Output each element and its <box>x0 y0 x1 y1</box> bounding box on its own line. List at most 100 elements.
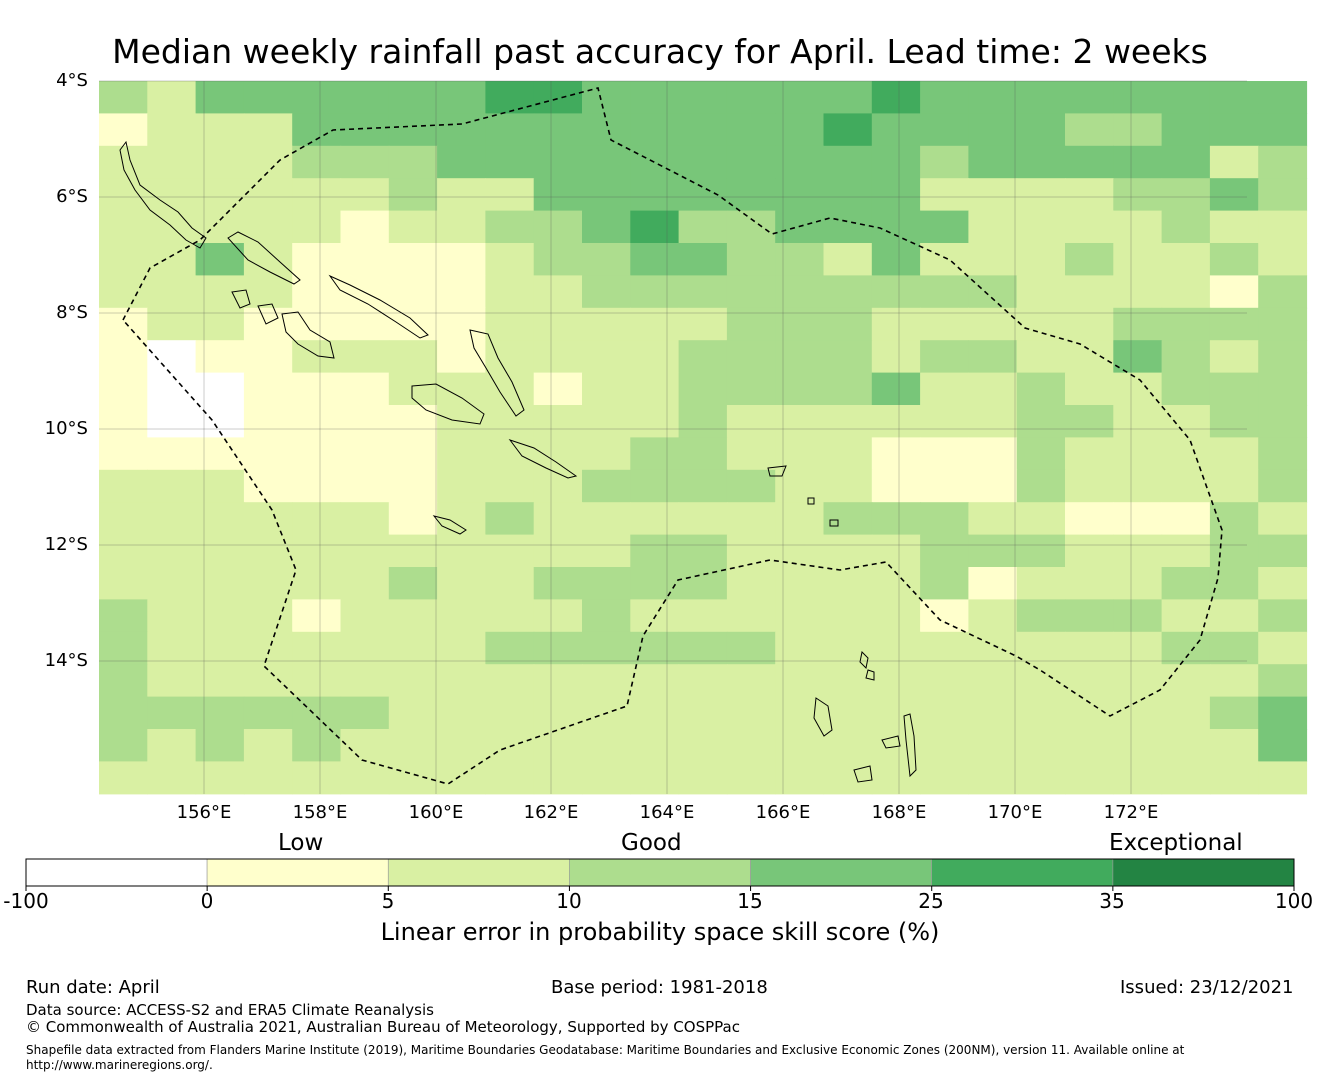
colorbar-tick: 10 <box>556 889 582 913</box>
skill-cell <box>823 340 873 374</box>
skill-cell <box>147 567 197 600</box>
lat-label-10s: 10°S <box>44 418 88 439</box>
skill-cell <box>1113 275 1163 309</box>
skill-cell <box>388 372 438 406</box>
new-georgia-group <box>231 289 335 359</box>
skill-cell <box>243 243 293 276</box>
skill-cell <box>340 113 390 147</box>
skill-cell <box>1113 599 1163 633</box>
skill-cell <box>99 145 148 179</box>
skill-cell <box>485 502 535 536</box>
skill-cell <box>195 113 245 147</box>
skill-cell <box>1209 534 1259 568</box>
skill-cell <box>920 307 969 341</box>
skill-cell <box>388 599 438 633</box>
skill-cell <box>920 340 969 374</box>
skill-cell <box>147 437 197 471</box>
skill-cell <box>292 534 342 568</box>
skill-cell <box>195 502 245 536</box>
skill-cell <box>485 664 535 698</box>
skill-cell <box>99 275 148 309</box>
skill-cell <box>1016 340 1066 374</box>
skill-cell <box>195 437 245 471</box>
skill-cell <box>243 664 293 698</box>
skill-cell <box>968 405 1018 438</box>
skill-cell <box>726 81 776 114</box>
skill-cell <box>1209 372 1259 406</box>
lon-label-162e: 162°E <box>523 802 579 823</box>
skill-cell <box>99 372 148 406</box>
skill-cell <box>340 664 390 698</box>
lon-label-158e: 158°E <box>292 802 348 823</box>
skill-cell <box>968 81 1018 114</box>
skill-cell <box>388 145 438 179</box>
skill-cell <box>823 178 873 212</box>
skill-cell <box>147 534 197 568</box>
skill-cell <box>1161 567 1211 600</box>
skill-cell <box>292 437 342 471</box>
skill-cell <box>533 469 583 503</box>
skill-cell <box>1161 502 1211 536</box>
skill-cell <box>340 145 390 179</box>
skill-cell <box>823 113 873 147</box>
skill-cell <box>1209 81 1259 114</box>
skill-cell <box>1016 210 1066 244</box>
skill-cell <box>775 631 825 665</box>
skill-cell <box>582 113 631 147</box>
skill-cell <box>485 113 535 147</box>
skill-cell <box>340 307 390 341</box>
skill-cell <box>920 243 969 276</box>
skill-cell <box>968 275 1018 309</box>
skill-cell <box>1209 631 1259 665</box>
skill-cell <box>99 567 148 600</box>
skill-cell <box>1258 534 1308 568</box>
skill-cell <box>99 599 148 633</box>
skill-cell <box>775 696 825 730</box>
skill-cell <box>1065 340 1114 374</box>
skill-cell <box>1258 631 1308 665</box>
skill-cell <box>147 696 197 730</box>
skill-cell <box>871 81 921 114</box>
skill-cell <box>775 275 825 309</box>
skill-cell <box>871 243 921 276</box>
skill-cell <box>485 243 535 276</box>
skill-cell <box>1016 729 1066 762</box>
skill-cell <box>920 145 969 179</box>
guadalcanal-island <box>411 383 485 425</box>
skill-cell <box>533 664 583 698</box>
skill-cell <box>437 761 486 795</box>
skill-cell <box>920 81 969 114</box>
skill-cell <box>1065 437 1114 471</box>
skill-cell <box>533 178 583 212</box>
skill-cell <box>920 761 969 795</box>
skill-cell <box>678 113 728 147</box>
skill-cell <box>775 534 825 568</box>
skill-cell <box>533 145 583 179</box>
skill-cell <box>1161 307 1211 341</box>
skill-cell <box>340 210 390 244</box>
skill-cell <box>726 275 776 309</box>
skill-cell <box>1161 405 1211 438</box>
skill-cell <box>485 210 535 244</box>
skill-cell <box>292 469 342 503</box>
skill-cell <box>775 599 825 633</box>
skill-cell <box>582 567 631 600</box>
skill-cell <box>243 113 293 147</box>
skill-cell <box>920 567 969 600</box>
skill-cell <box>678 437 728 471</box>
skill-cell <box>147 178 197 212</box>
shapefile-url: http://www.marineregions.org/. <box>26 1058 213 1072</box>
skill-cell <box>388 631 438 665</box>
skill-cell <box>968 340 1018 374</box>
skill-cell <box>1209 696 1259 730</box>
skill-cell <box>630 210 680 244</box>
skill-cell <box>726 437 776 471</box>
skill-cell <box>775 372 825 406</box>
lat-label-12s: 12°S <box>44 534 88 555</box>
skill-cell <box>437 469 486 503</box>
skill-cell <box>823 599 873 633</box>
choiseul-island <box>227 231 301 285</box>
colorbar <box>25 858 1295 891</box>
skill-cell <box>775 243 825 276</box>
skill-cell <box>920 372 969 406</box>
